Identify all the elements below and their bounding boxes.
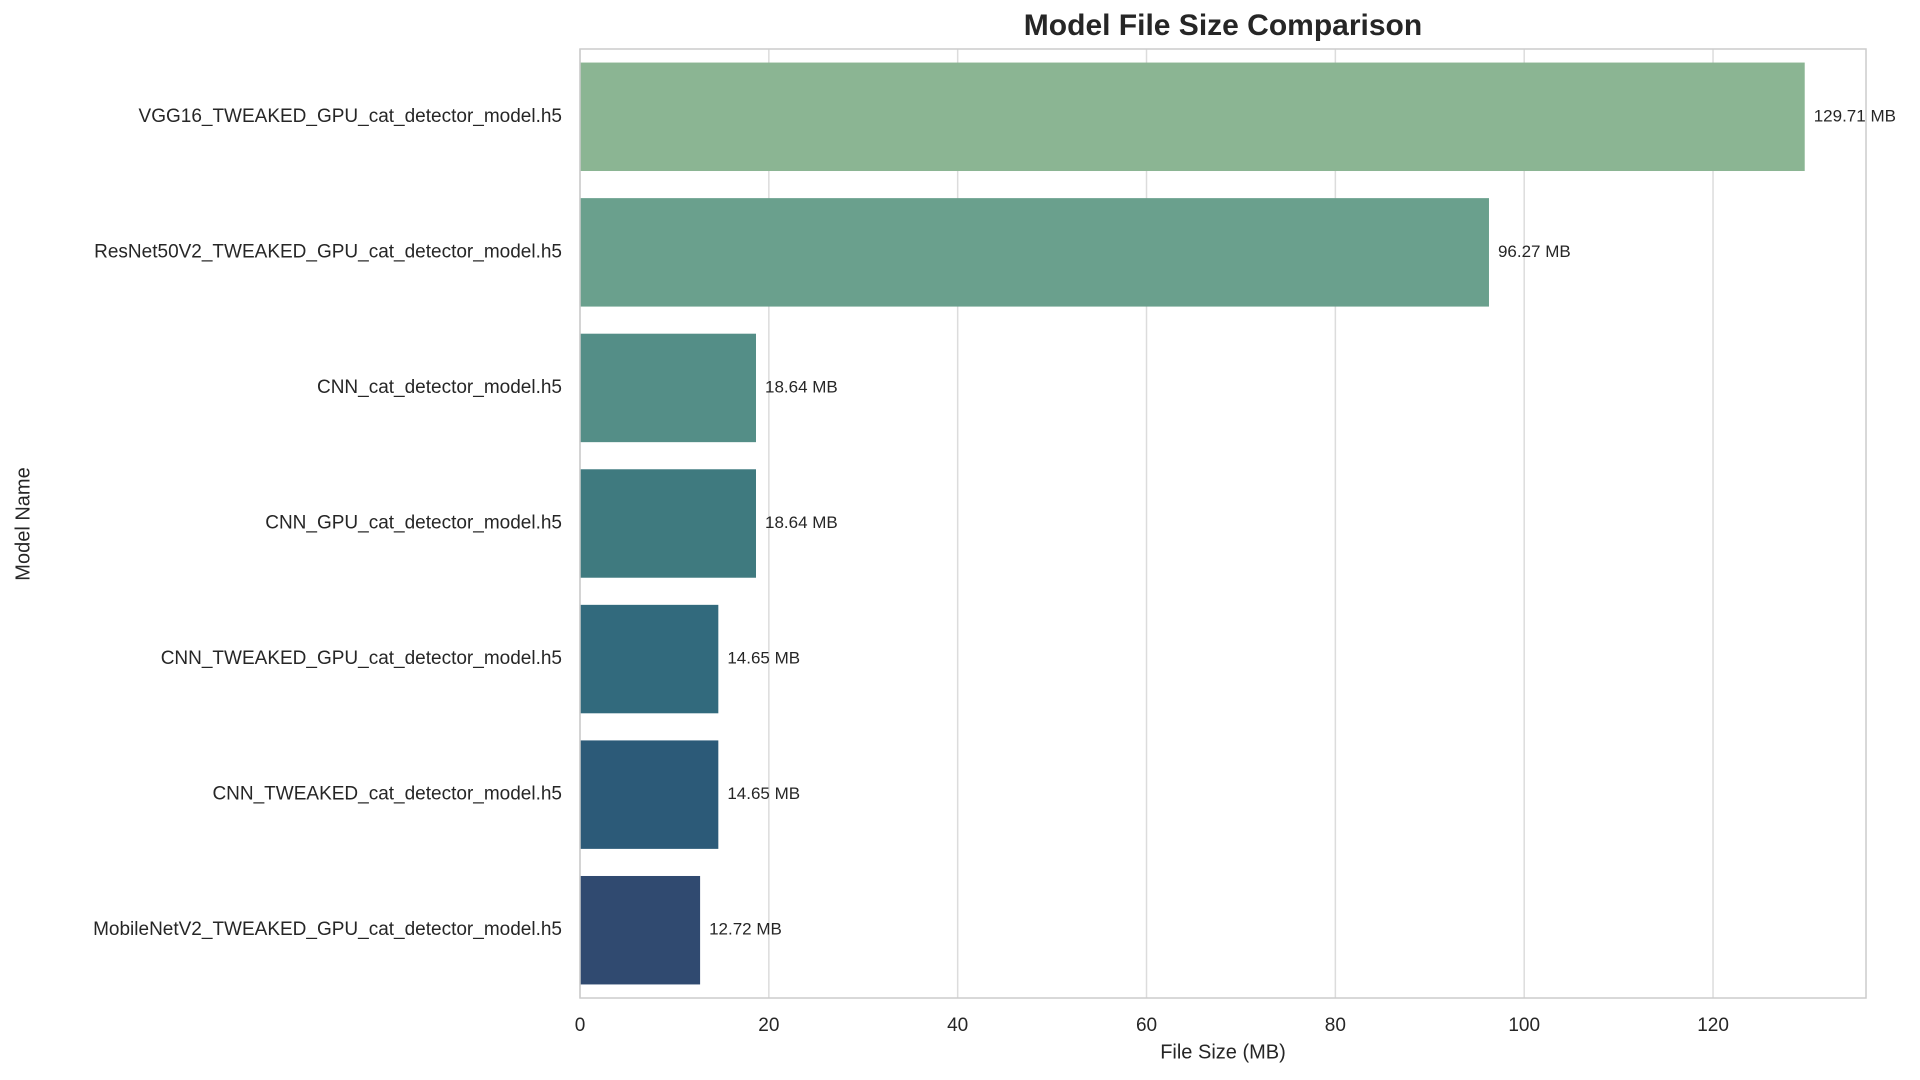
- x-axis-label: File Size (MB): [1160, 1041, 1286, 1063]
- x-tick-label: 60: [1136, 1015, 1157, 1036]
- value-label: 129.71 MB: [1814, 106, 1896, 125]
- x-tick-label: 120: [1697, 1015, 1729, 1036]
- bar: [580, 469, 756, 578]
- value-label: 18.64 MB: [765, 513, 838, 532]
- y-tick-label: VGG16_TWEAKED_GPU_cat_detector_model.h5: [139, 106, 562, 127]
- y-tick-label: ResNet50V2_TWEAKED_GPU_cat_detector_mode…: [94, 241, 562, 262]
- bar: [580, 604, 719, 714]
- y-tick-label: CNN_TWEAKED_GPU_cat_detector_model.h5: [161, 648, 562, 669]
- x-tick-label: 0: [575, 1015, 586, 1036]
- value-label: 14.65 MB: [727, 649, 800, 668]
- value-label: 12.72 MB: [709, 920, 782, 939]
- x-tick-label: 40: [947, 1015, 968, 1036]
- x-tick-label: 100: [1508, 1015, 1540, 1036]
- y-axis-label: Model Name: [12, 467, 34, 580]
- x-tick-label: 80: [1325, 1015, 1346, 1036]
- y-tick-label: CNN_TWEAKED_cat_detector_model.h5: [212, 784, 562, 805]
- bar: [580, 198, 1489, 307]
- bar: [580, 62, 1805, 172]
- chart-title: Model File Size Comparison: [1024, 9, 1422, 42]
- bar: [580, 875, 701, 985]
- value-label: 96.27 MB: [1498, 242, 1571, 261]
- y-tick-label: CNN_cat_detector_model.h5: [317, 377, 562, 398]
- plot-frame: [579, 48, 1867, 999]
- x-tick-label: 20: [758, 1015, 779, 1036]
- bar: [580, 740, 719, 849]
- value-label: 18.64 MB: [765, 377, 838, 396]
- y-tick-label: MobileNetV2_TWEAKED_GPU_cat_detector_mod…: [93, 919, 562, 940]
- bar: [580, 333, 756, 443]
- value-label: 14.65 MB: [727, 784, 800, 803]
- y-tick-label: CNN_GPU_cat_detector_model.h5: [265, 513, 562, 534]
